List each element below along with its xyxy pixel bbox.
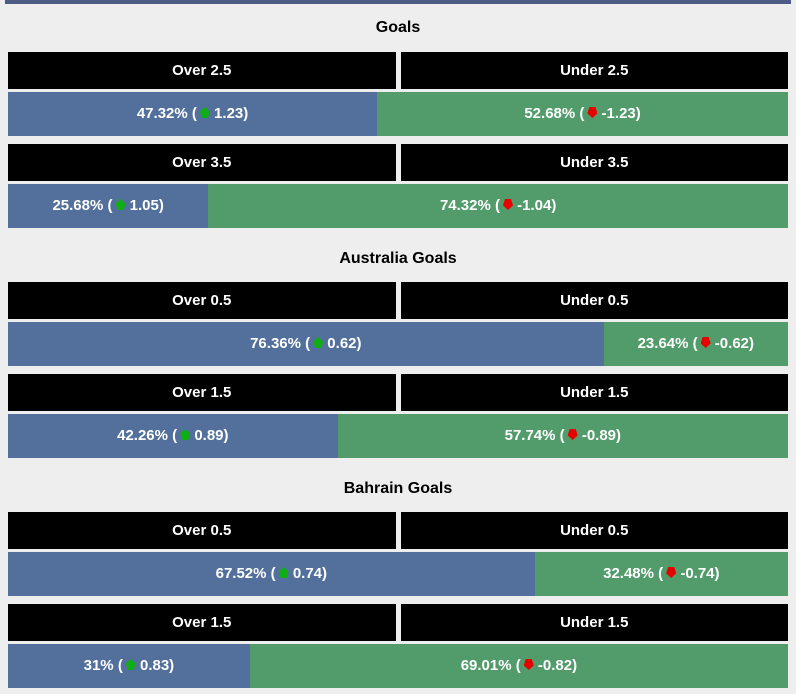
down-arrow-icon (523, 659, 534, 670)
section-title: Australia Goals (339, 250, 457, 267)
top-accent-border (5, 0, 791, 4)
under-bar: 32.48% ( -0.74) (534, 552, 788, 596)
bar-row: 31% ( 0.83) 69.01% ( -0.82) (8, 644, 788, 688)
under-bar-label: 32.48% ( (603, 565, 664, 582)
over-bar: 31% ( 0.83) (8, 644, 250, 688)
under-bar-label: 74.32% ( (439, 197, 500, 214)
bar-row: 47.32% ( 1.23) 52.68% ( -1.23) (8, 92, 788, 136)
header-row: Over 1.5 Under 1.5 (8, 604, 788, 641)
under-bar-odds: -0.74) (676, 565, 720, 582)
bar-row: 42.26% ( 0.89) 57.74% ( -0.89) (8, 414, 788, 458)
over-bar-label: 31% ( (83, 657, 123, 674)
over-header: Over 2.5 (8, 52, 396, 89)
over-bar: 76.36% ( 0.62) (8, 322, 604, 366)
over-bar-label: 76.36% ( (250, 335, 311, 352)
over-bar: 47.32% ( 1.23) (8, 92, 378, 136)
under-header: Under 1.5 (400, 604, 788, 641)
over-bar: 25.68% ( 1.05) (8, 184, 209, 228)
bar-row: 76.36% ( 0.62) 23.64% ( -0.62) (8, 322, 788, 366)
under-bar: 23.64% ( -0.62) (603, 322, 788, 366)
header-row: Over 0.5 Under 0.5 (8, 512, 788, 549)
under-bar-label: 57.74% ( (504, 427, 565, 444)
section-bahrain-goals: Bahrain Goals Over 0.5 Under 0.5 67.52% … (8, 466, 788, 688)
over-header: Over 1.5 (8, 604, 396, 641)
down-arrow-icon (700, 337, 711, 348)
down-arrow-icon (666, 567, 677, 578)
under-header: Under 2.5 (400, 52, 788, 89)
over-bar-odds: 1.05) (125, 197, 164, 214)
section-australia-goals: Australia Goals Over 0.5 Under 0.5 76.36… (8, 236, 788, 458)
over-bar-odds: 0.83) (135, 657, 175, 674)
under-bar-label: 69.01% ( (460, 657, 521, 674)
section-title: Goals (375, 19, 421, 36)
down-arrow-icon (587, 107, 598, 118)
under-header: Under 0.5 (400, 512, 788, 549)
down-arrow-icon (567, 429, 578, 440)
under-bar-odds: -0.82) (533, 657, 578, 674)
over-header: Over 1.5 (8, 374, 396, 411)
over-bar-label: 67.52% ( (215, 565, 276, 582)
over-header: Over 0.5 (8, 512, 396, 549)
under-bar-odds: -1.04) (512, 197, 557, 214)
under-header: Under 1.5 (400, 374, 788, 411)
under-bar: 57.74% ( -0.89) (337, 414, 788, 458)
under-bar: 52.68% ( -1.23) (377, 92, 788, 136)
bar-row: 25.68% ( 1.05) 74.32% ( -1.04) (8, 184, 788, 228)
under-bar-odds: -1.23) (597, 105, 641, 122)
under-bar-label: 52.68% ( (524, 105, 585, 122)
section-goals: Goals Over 2.5 Under 2.5 47.32% ( 1.23) … (8, 4, 788, 228)
over-bar-label: 25.68% ( (52, 197, 113, 214)
over-header: Over 3.5 (8, 144, 396, 181)
over-bar-odds: 0.74) (288, 565, 328, 582)
over-bar-odds: 0.62) (323, 335, 362, 352)
up-arrow-icon (313, 337, 324, 348)
over-bar-odds: 0.89) (190, 427, 229, 444)
header-row: Over 0.5 Under 0.5 (8, 282, 788, 319)
under-header: Under 0.5 (400, 282, 788, 319)
up-arrow-icon (199, 107, 210, 118)
up-arrow-icon (180, 429, 191, 440)
header-row: Over 1.5 Under 1.5 (8, 374, 788, 411)
bar-row: 67.52% ( 0.74) 32.48% ( -0.74) (8, 552, 788, 596)
over-bar: 42.26% ( 0.89) (8, 414, 338, 458)
goals-stats-widget: Goals Over 2.5 Under 2.5 47.32% ( 1.23) … (0, 4, 796, 688)
header-row: Over 2.5 Under 2.5 (8, 52, 788, 89)
under-bar: 69.01% ( -0.82) (249, 644, 788, 688)
under-bar-odds: -0.62) (710, 335, 754, 352)
over-bar-label: 47.32% ( (136, 105, 197, 122)
up-arrow-icon (278, 567, 289, 578)
over-bar-label: 42.26% ( (117, 427, 178, 444)
over-bar: 67.52% ( 0.74) (8, 552, 535, 596)
up-arrow-icon (115, 199, 126, 210)
over-bar-odds: 1.23) (209, 105, 249, 122)
over-header: Over 0.5 (8, 282, 396, 319)
header-row: Over 3.5 Under 3.5 (8, 144, 788, 181)
section-title: Bahrain Goals (343, 480, 453, 497)
under-header: Under 3.5 (400, 144, 788, 181)
under-bar-label: 23.64% ( (637, 335, 698, 352)
under-bar-odds: -0.89) (577, 427, 622, 444)
down-arrow-icon (502, 199, 513, 210)
up-arrow-icon (125, 659, 136, 670)
under-bar: 74.32% ( -1.04) (208, 184, 788, 228)
